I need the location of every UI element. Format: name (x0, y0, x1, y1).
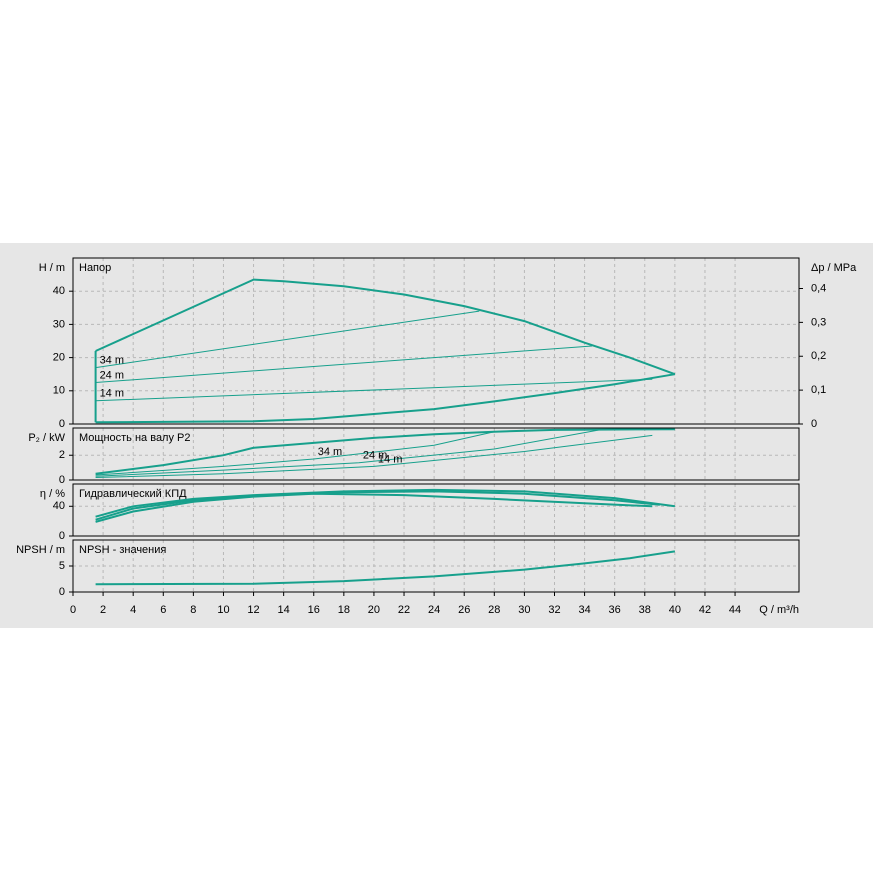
panel-frame (72, 483, 800, 537)
x-tick-label: 30 (518, 604, 530, 616)
chart-background (0, 243, 873, 628)
x-tick-label: 2 (100, 604, 106, 616)
curve (95, 373, 676, 424)
x-tick-label: 14 (278, 604, 290, 616)
curve-label: 14 m (100, 388, 124, 400)
panel-frame (72, 539, 800, 593)
curve (95, 431, 495, 476)
x-tick-label: 6 (160, 604, 166, 616)
x-tick-label: 22 (398, 604, 410, 616)
y-tick-label: 0 (59, 474, 65, 486)
x-tick-label: 8 (190, 604, 196, 616)
panel-title: Мощность на валу P2 (79, 432, 191, 444)
y-tick-label: 0 (59, 586, 65, 598)
curve-label: 14 m (378, 453, 402, 465)
x-tick-label: 44 (729, 604, 741, 616)
curve (95, 490, 660, 521)
x-tick-label: 20 (368, 604, 380, 616)
curve (95, 492, 653, 523)
y-tick-label: 0 (59, 418, 65, 430)
x-tick-label: 38 (639, 604, 651, 616)
y-tick-label: 20 (53, 352, 65, 364)
x-tick-label: 4 (130, 604, 136, 616)
y2-axis-label: Δp / MPa (811, 262, 857, 274)
x-tick-label: 26 (458, 604, 470, 616)
x-tick-label: 24 (428, 604, 440, 616)
curve (95, 550, 676, 586)
y-tick-label: 30 (53, 318, 65, 330)
y2-tick-label: 0,1 (811, 384, 826, 396)
y-tick-label: 40 (53, 500, 65, 512)
y-tick-label: 40 (53, 285, 65, 297)
x-axis-label: Q / m³/h (759, 604, 799, 616)
x-tick-label: 10 (217, 604, 229, 616)
panel-title: NPSH - значения (79, 544, 166, 556)
curve (95, 429, 600, 477)
curve-label: 24 m (363, 450, 387, 462)
panel-frame (72, 257, 800, 425)
x-tick-label: 16 (308, 604, 320, 616)
y-tick-label: 0 (59, 530, 65, 542)
y2-tick-label: 0 (811, 418, 817, 430)
x-tick-label: 36 (609, 604, 621, 616)
x-tick-label: 42 (699, 604, 711, 616)
x-tick-label: 34 (578, 604, 590, 616)
curve-label: 34 m (100, 354, 124, 366)
x-tick-label: 28 (488, 604, 500, 616)
y-tick-label: 5 (59, 560, 65, 572)
y-axis-label: NPSH / m (16, 544, 65, 556)
panel-frame (72, 427, 800, 481)
y-tick-label: 2 (59, 449, 65, 461)
curve (95, 378, 653, 402)
x-tick-label: 40 (669, 604, 681, 616)
y-axis-label: η / % (40, 488, 65, 500)
x-tick-label: 18 (338, 604, 350, 616)
y2-tick-label: 0,2 (811, 350, 826, 362)
y2-tick-label: 0,4 (811, 282, 826, 294)
panel-title: Напор (79, 262, 111, 274)
y-tick-label: 10 (53, 385, 65, 397)
curve (95, 345, 593, 383)
curve (95, 310, 480, 369)
y-axis-label: P₂ / kW (28, 432, 65, 444)
x-tick-label: 12 (247, 604, 259, 616)
x-tick-label: 0 (70, 604, 76, 616)
curve (95, 278, 676, 376)
curve-label: 34 m (318, 446, 342, 458)
panel-title: Гидравлический КПД (79, 488, 187, 500)
y-axis-label: H / m (39, 262, 65, 274)
curve-label: 24 m (100, 369, 124, 381)
curve (95, 434, 653, 478)
curve (95, 428, 675, 475)
y2-tick-label: 0,3 (811, 316, 826, 328)
x-tick-label: 32 (548, 604, 560, 616)
